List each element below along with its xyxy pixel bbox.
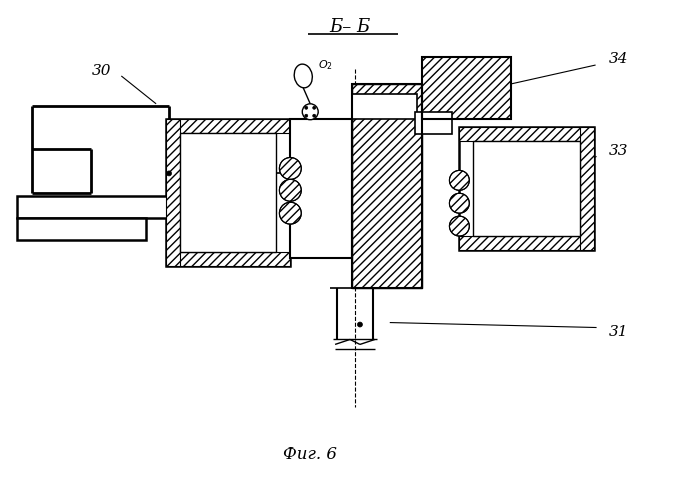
Text: Фиг. 6: Фиг. 6 (284, 447, 337, 463)
Circle shape (449, 170, 469, 190)
Bar (166, 119, 180, 266)
Bar (352, 84, 421, 288)
Circle shape (358, 322, 363, 327)
Bar (17, 196, 191, 218)
Bar (421, 57, 511, 119)
Bar (580, 127, 594, 250)
Bar (459, 127, 594, 141)
Ellipse shape (294, 64, 312, 88)
Bar (459, 127, 594, 250)
Text: 33: 33 (609, 143, 628, 158)
Circle shape (167, 171, 172, 176)
Bar (17, 218, 146, 240)
Circle shape (304, 106, 308, 109)
Circle shape (279, 180, 301, 201)
Circle shape (279, 202, 301, 224)
Text: $O_2$: $O_2$ (318, 58, 333, 72)
Bar (166, 119, 290, 266)
Text: 30: 30 (92, 64, 111, 78)
Circle shape (449, 216, 469, 236)
Circle shape (279, 158, 301, 180)
Bar (180, 133, 276, 252)
Bar (166, 252, 290, 266)
Bar (473, 141, 580, 236)
Bar (459, 236, 594, 250)
Bar (421, 57, 511, 119)
Text: 31: 31 (609, 325, 628, 340)
Bar (414, 112, 452, 134)
Circle shape (302, 104, 318, 120)
Text: Б– Б: Б– Б (330, 18, 370, 36)
Circle shape (313, 106, 316, 109)
Bar (352, 94, 416, 119)
Circle shape (313, 114, 316, 117)
Bar (352, 84, 421, 288)
Bar (166, 119, 290, 133)
Bar (290, 119, 352, 258)
Circle shape (449, 193, 469, 213)
Circle shape (304, 114, 308, 117)
Text: 34: 34 (609, 52, 628, 66)
